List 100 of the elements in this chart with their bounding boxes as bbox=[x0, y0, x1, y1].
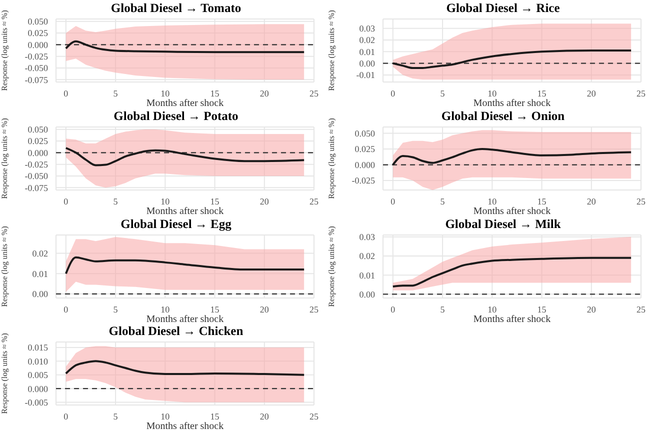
y-tick-label: -0.050 bbox=[24, 63, 48, 74]
line-series bbox=[64, 40, 306, 54]
x-axis-title: Months after shock bbox=[473, 206, 551, 217]
x-tick-label: 0 bbox=[64, 412, 69, 422]
y-tick-label: 0.01 bbox=[359, 46, 375, 57]
x-tick-label: 15 bbox=[210, 304, 220, 314]
x-tick-label: 20 bbox=[586, 304, 596, 314]
y-axis-title: Response (log units ≈ %) bbox=[0, 225, 9, 306]
y-tick-label: 0.00 bbox=[32, 288, 48, 299]
y-tick-label: -0.050 bbox=[24, 170, 48, 181]
y-tick-label: 0.050 bbox=[354, 128, 376, 138]
x-tick-label: 25 bbox=[636, 88, 646, 98]
y-axis-title: Response (log units ≈ %) bbox=[0, 10, 9, 91]
y-axis-title: Response (log units ≈ %) bbox=[326, 225, 336, 306]
x-axis-title: Months after shock bbox=[146, 98, 224, 109]
chart-title: Global Diesel → Tomato bbox=[110, 1, 242, 15]
x-tick-label: 20 bbox=[260, 412, 270, 422]
x-tick-label: 20 bbox=[586, 196, 596, 206]
y-tick-label: 0.03 bbox=[359, 232, 376, 242]
y-tick-label: 0.02 bbox=[32, 248, 48, 258]
x-tick-label: 10 bbox=[160, 412, 170, 422]
x-axis-title: Months after shock bbox=[473, 314, 551, 324]
x-tick-label: 25 bbox=[636, 196, 646, 206]
y-tick-label: -0.005 bbox=[24, 398, 48, 408]
y-tick-label: 0.005 bbox=[28, 370, 48, 380]
y-axis-title: Response (log units ≈ %) bbox=[0, 118, 9, 199]
chart-title: Global Diesel → Rice bbox=[446, 1, 560, 15]
y-axis-title: Response (log units ≈ %) bbox=[326, 10, 336, 91]
y-tick-label: 0.000 bbox=[354, 160, 376, 170]
chart-title: Global Diesel → Chicken bbox=[108, 324, 244, 338]
x-axis-title: Months after shock bbox=[146, 206, 224, 217]
x-tick-label: 25 bbox=[310, 88, 319, 98]
x-tick-label: 25 bbox=[310, 196, 319, 206]
x-tick-label: 25 bbox=[310, 412, 319, 422]
chart-title: Global Diesel → Egg bbox=[120, 216, 232, 230]
x-tick-label: 10 bbox=[160, 88, 170, 98]
x-tick-label: 0 bbox=[390, 304, 396, 314]
x-tick-label: 15 bbox=[210, 88, 220, 98]
line-series bbox=[64, 360, 306, 376]
y-tick-label: 0.025 bbox=[354, 144, 376, 154]
x-tick-label: 0 bbox=[64, 88, 69, 98]
x-tick-label: 15 bbox=[537, 88, 547, 98]
y-tick-label: 0.025 bbox=[28, 136, 48, 146]
line-series bbox=[392, 148, 632, 166]
y-tick-label: 0.01 bbox=[32, 268, 48, 278]
y-tick-label: 0.00 bbox=[359, 288, 376, 299]
x-tick-label: 5 bbox=[113, 412, 118, 422]
y-tick-label: 0.000 bbox=[28, 40, 48, 50]
y-tick-label: 0.00 bbox=[359, 58, 376, 69]
x-tick-label: 25 bbox=[310, 304, 319, 314]
x-tick-label: 15 bbox=[210, 412, 220, 422]
line-series bbox=[392, 50, 632, 69]
y-tick-label: 0.010 bbox=[28, 356, 48, 367]
x-axis-title: Months after shock bbox=[473, 98, 551, 109]
y-tick-label: 0.03 bbox=[359, 24, 376, 34]
x-tick-label: 10 bbox=[488, 88, 498, 98]
x-tick-label: 5 bbox=[440, 88, 446, 98]
x-tick-label: 5 bbox=[113, 304, 118, 314]
x-tick-label: 10 bbox=[488, 196, 498, 206]
x-tick-label: 20 bbox=[260, 196, 270, 206]
x-tick-label: 20 bbox=[260, 88, 270, 98]
x-tick-label: 5 bbox=[113, 88, 118, 98]
y-tick-label: -0.01 bbox=[356, 70, 375, 80]
x-tick-label: 20 bbox=[586, 88, 596, 98]
x-tick-label: 15 bbox=[537, 196, 547, 206]
y-tick-label: 0.02 bbox=[359, 250, 375, 261]
line-series bbox=[392, 256, 632, 288]
y-tick-label: 0.000 bbox=[28, 384, 48, 394]
y-tick-label: -0.025 bbox=[24, 159, 48, 170]
x-tick-label: 5 bbox=[440, 304, 446, 314]
x-tick-label: 25 bbox=[636, 304, 646, 314]
line-series bbox=[64, 146, 306, 166]
chart-title: Global Diesel → Onion bbox=[441, 108, 565, 123]
x-tick-label: 0 bbox=[390, 88, 396, 98]
y-tick-label: 0.050 bbox=[28, 124, 48, 134]
y-axis-title: Response (log units ≈ %) bbox=[0, 333, 9, 414]
x-axis-title: Months after shock bbox=[146, 421, 224, 430]
chart-title: Global Diesel → Potato bbox=[114, 108, 238, 123]
x-tick-label: 10 bbox=[488, 304, 498, 314]
chart-title: Global Diesel → Milk bbox=[445, 216, 561, 230]
x-tick-label: 5 bbox=[440, 196, 446, 206]
x-tick-label: 15 bbox=[537, 304, 547, 314]
y-tick-label: -0.025 bbox=[24, 52, 48, 62]
x-tick-label: 0 bbox=[64, 196, 69, 206]
line-series bbox=[64, 256, 306, 274]
y-tick-label: -0.075 bbox=[24, 182, 48, 193]
x-tick-label: 5 bbox=[113, 196, 118, 206]
x-axis-title: Months after shock bbox=[146, 314, 224, 324]
y-tick-label: -0.025 bbox=[352, 175, 376, 186]
y-tick-label: 0.000 bbox=[28, 148, 48, 158]
y-tick-label: -0.075 bbox=[24, 74, 48, 85]
y-tick-label: 0.01 bbox=[359, 270, 375, 280]
x-tick-label: 0 bbox=[64, 304, 69, 314]
x-tick-label: 10 bbox=[160, 196, 170, 206]
y-tick-label: 0.015 bbox=[28, 342, 48, 353]
x-tick-label: 0 bbox=[390, 196, 396, 206]
y-axis-title: Response (log units ≈ %) bbox=[326, 118, 336, 199]
x-tick-label: 15 bbox=[210, 196, 220, 206]
x-tick-label: 10 bbox=[160, 304, 170, 314]
y-tick-label: 0.025 bbox=[28, 28, 48, 38]
